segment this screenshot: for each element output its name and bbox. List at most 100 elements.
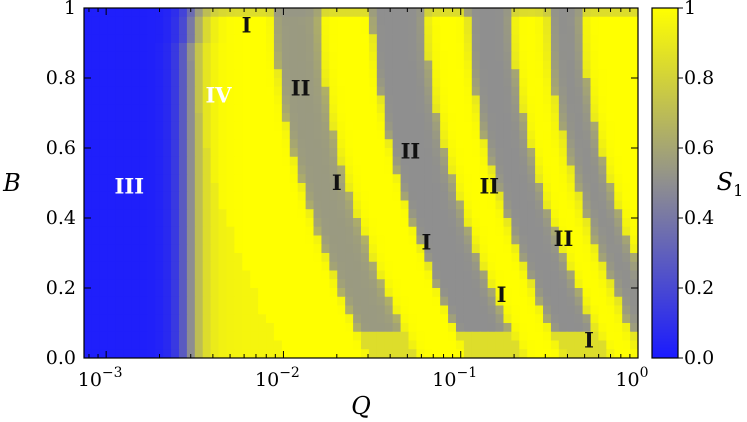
heatmap-cell [408, 156, 417, 167]
heatmap-cell [258, 130, 267, 140]
heatmap-cell [432, 261, 441, 272]
heatmap-cell [361, 226, 370, 237]
heatmap-cell [281, 349, 291, 358]
heatmap-cell [543, 43, 552, 53]
heatmap-cell [234, 8, 243, 18]
heatmap-cell [463, 200, 473, 210]
heatmap-cell [321, 340, 330, 350]
heatmap-cell [329, 235, 338, 245]
heatmap-cell [535, 78, 544, 88]
heatmap-cell [297, 200, 307, 210]
heatmap-cell [463, 130, 473, 140]
heatmap-cell [432, 113, 441, 123]
heatmap-cell [543, 200, 552, 210]
heatmap-cell [361, 314, 370, 324]
heatmap-cell [99, 296, 109, 307]
heatmap-cell [463, 226, 473, 237]
heatmap-cell [194, 305, 204, 315]
heatmap-cell [186, 349, 196, 358]
heatmap-cell [455, 25, 465, 35]
heatmap-cell [226, 235, 235, 245]
heatmap-cell [178, 86, 188, 97]
heatmap-cell [432, 78, 441, 88]
heatmap-cell [574, 156, 584, 167]
heatmap-cell [147, 113, 156, 123]
heatmap-cell [115, 314, 125, 324]
heatmap-cell [155, 235, 164, 245]
heatmap-cell [487, 244, 497, 254]
heatmap-cell [471, 253, 481, 263]
heatmap-cell [353, 78, 362, 88]
heatmap-cell [178, 349, 188, 358]
heatmap-cell [535, 226, 544, 237]
heatmap-cell [147, 270, 156, 280]
heatmap-cell [463, 270, 473, 280]
heatmap-cell [171, 209, 180, 219]
heatmap-cell [155, 209, 164, 219]
heatmap-cell [558, 349, 568, 358]
heatmap-cell [329, 314, 338, 324]
heatmap-cell [186, 25, 196, 35]
heatmap-cell [400, 331, 410, 342]
heatmap-cell [495, 95, 505, 105]
heatmap-cell [479, 200, 489, 210]
heatmap-cell [353, 191, 362, 202]
heatmap-cell [155, 253, 164, 263]
heatmap-cell [550, 139, 560, 149]
heatmap-cell [345, 331, 354, 342]
heatmap-cell [368, 296, 378, 307]
heatmap-cell [392, 183, 402, 193]
heatmap-cell [194, 60, 204, 70]
x-tick-label: 10−1 [432, 365, 477, 391]
heatmap-cell [424, 43, 433, 53]
heatmap-cell [321, 25, 330, 35]
heatmap-cell [368, 183, 378, 193]
heatmap-cell [487, 104, 497, 114]
heatmap-cell [202, 25, 212, 35]
heatmap-cell [313, 113, 323, 123]
heatmap-cell [234, 121, 243, 132]
heatmap-cell [131, 148, 140, 158]
heatmap-cell [258, 16, 267, 27]
heatmap-cell [155, 113, 164, 123]
heatmap-cell [574, 226, 584, 237]
heatmap-cell [511, 34, 520, 44]
heatmap-cell [622, 165, 631, 175]
heatmap-cell [392, 349, 402, 358]
heatmap-cell [368, 235, 378, 245]
heatmap-cell [558, 340, 568, 350]
heatmap-cell [313, 183, 323, 193]
heatmap-cell [139, 78, 148, 88]
heatmap-cell [131, 165, 140, 175]
heatmap-cell [400, 183, 410, 193]
heatmap-cell [400, 8, 410, 18]
heatmap-cell [622, 235, 631, 245]
heatmap-cell [115, 156, 125, 167]
heatmap-cell [566, 16, 576, 27]
heatmap-cell [131, 183, 140, 193]
heatmap-cell [107, 25, 117, 35]
heatmap-cell [139, 43, 148, 53]
heatmap-cell [527, 349, 536, 358]
heatmap-cell [368, 43, 378, 53]
heatmap-cell [266, 16, 275, 27]
heatmap-cell [463, 156, 473, 167]
heatmap-cell [289, 235, 299, 245]
colorbar-title-main: S [717, 168, 733, 196]
heatmap-cell [337, 261, 346, 272]
heatmap-cell [606, 226, 615, 237]
heatmap-cell [455, 86, 465, 97]
heatmap-cell [543, 113, 552, 123]
heatmap-cell [471, 235, 481, 245]
heatmap-cell [590, 8, 600, 18]
heatmap-cell [107, 314, 117, 324]
heatmap-cell [107, 121, 117, 132]
heatmap-cell [305, 16, 315, 27]
heatmap-cell [400, 95, 410, 105]
heatmap-cell [574, 331, 584, 342]
heatmap-cell [171, 191, 180, 202]
heatmap-cell [503, 113, 512, 123]
heatmap-cell [376, 253, 386, 263]
heatmap-cell [297, 305, 307, 315]
heatmap-cell [582, 139, 592, 149]
